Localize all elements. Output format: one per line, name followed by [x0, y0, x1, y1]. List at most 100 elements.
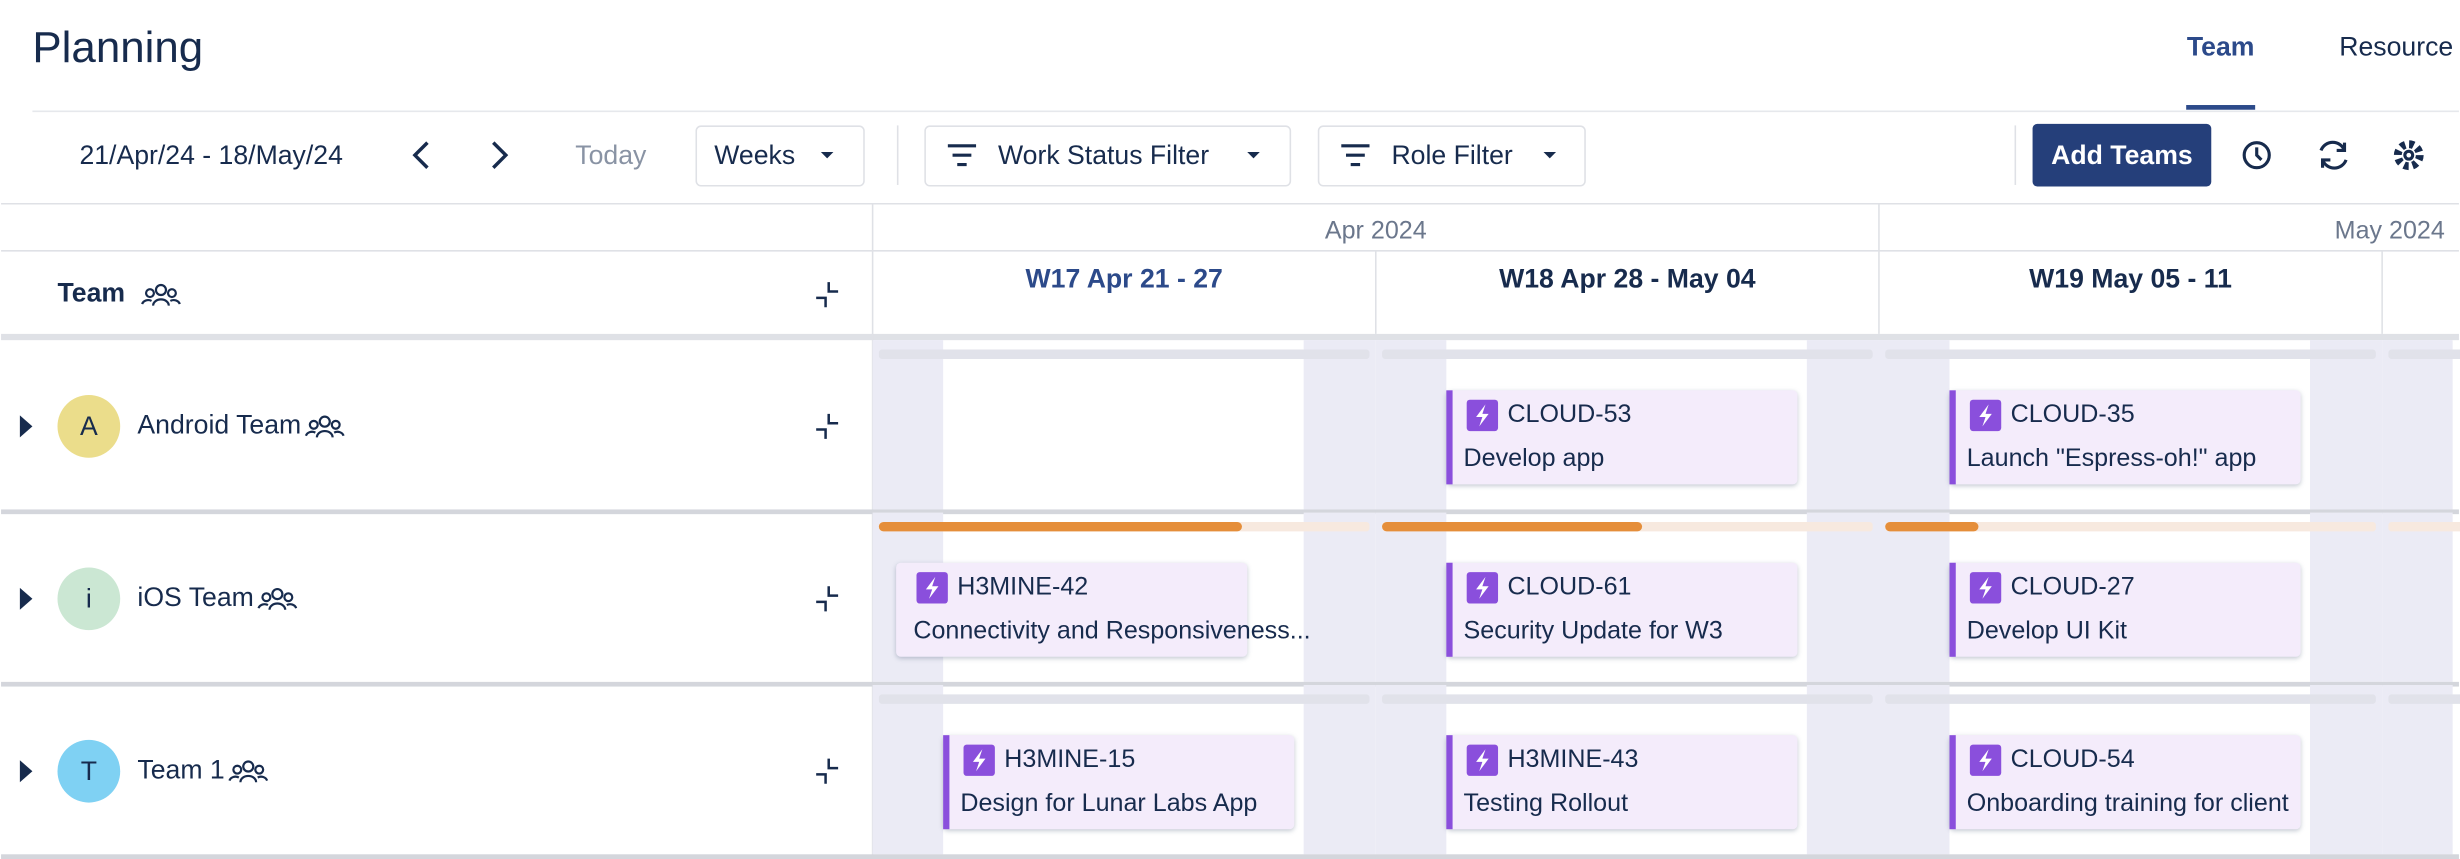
person	[308, 419, 319, 430]
person	[242, 760, 255, 773]
card-key: H3MINE-43	[1507, 745, 1638, 773]
header-bottom-border	[1, 333, 2459, 341]
avatar	[57, 395, 121, 458]
filter-dropdown[interactable]	[924, 125, 1292, 187]
card-accent	[1446, 735, 1453, 830]
filter-icon	[1341, 144, 1370, 167]
caret	[1247, 152, 1260, 159]
card-key: H3MINE-42	[957, 572, 1088, 600]
team-icon	[304, 415, 345, 438]
week-bar	[1885, 349, 2376, 359]
card[interactable]	[1446, 390, 1798, 485]
collapse-icon[interactable]	[816, 282, 839, 308]
week-bar	[1382, 694, 1873, 704]
card-summary: Onboarding training for client	[1967, 789, 2289, 817]
avatar	[57, 739, 121, 803]
tab[interactable]: Resource	[2339, 32, 2453, 62]
week-bar	[878, 694, 1370, 704]
history-icon[interactable]	[2242, 141, 2271, 170]
avatar-initial: T	[81, 756, 97, 786]
expand-toggle[interactable]	[19, 415, 33, 438]
add-teams-button[interactable]	[2032, 123, 2212, 187]
weekend-shade	[1303, 685, 1376, 855]
clock-hand	[2255, 147, 2263, 161]
collapse-icon[interactable]	[816, 758, 839, 784]
weekend-shade	[1878, 340, 1950, 510]
avatar	[57, 567, 121, 631]
person	[330, 419, 341, 430]
card-accent	[1949, 390, 1956, 485]
tab[interactable]: Team	[2187, 32, 2255, 62]
weekend-shade	[1303, 340, 1376, 510]
person	[261, 592, 272, 603]
expand-toggle[interactable]	[19, 587, 33, 610]
week-bar	[1885, 521, 2376, 532]
card[interactable]	[1949, 735, 2301, 830]
team-name: iOS Team	[137, 582, 253, 612]
row-border	[1, 509, 2459, 515]
weekend-shade	[1806, 340, 1879, 510]
team-icon	[257, 587, 298, 610]
card[interactable]	[1446, 562, 1798, 657]
team-icon	[228, 760, 269, 783]
team-name: Android Team	[137, 409, 301, 439]
week-bar	[2388, 521, 2460, 532]
week-bar	[878, 349, 1370, 359]
lightning	[1476, 576, 1489, 599]
row-border	[1, 681, 2459, 687]
date-range: 21/Apr/24 - 18/May/24	[79, 140, 343, 170]
card-summary: Security Update for W3	[1464, 616, 1723, 644]
caret	[1543, 152, 1557, 159]
week-bar	[2388, 349, 2460, 359]
expand-toggle[interactable]	[19, 760, 33, 783]
tab-underline	[2186, 105, 2256, 110]
weekend-shade	[1806, 512, 1879, 682]
refresh-icon[interactable]	[2319, 140, 2348, 170]
lightning	[1979, 576, 1992, 599]
week-bar	[2388, 694, 2460, 704]
next-button[interactable]	[492, 141, 509, 169]
prev-button[interactable]	[412, 141, 429, 169]
person	[254, 764, 265, 775]
collapse-icon[interactable]	[816, 413, 839, 439]
card[interactable]	[1949, 562, 2301, 657]
card[interactable]	[1446, 735, 1798, 830]
collapse-icon[interactable]	[816, 586, 839, 612]
page-title: Planning	[32, 23, 203, 72]
load-bar	[1382, 521, 1643, 532]
person	[283, 592, 294, 603]
view-label: Weeks	[714, 140, 795, 170]
card-key: CLOUD-54	[2011, 745, 2135, 773]
card-key: CLOUD-61	[1507, 572, 1631, 600]
settings-hole	[2403, 149, 2415, 161]
weekend-shade	[2382, 340, 2453, 510]
button-label: Add Teams	[2051, 140, 2193, 170]
filter-dropdown[interactable]	[1317, 125, 1586, 187]
today-button[interactable]: Today	[575, 140, 647, 170]
week-bar	[1382, 349, 1873, 359]
lightning	[925, 576, 939, 599]
view-dropdown[interactable]	[695, 125, 865, 187]
weekend-shade	[2310, 685, 2383, 855]
person	[271, 587, 284, 601]
lightning	[972, 749, 986, 772]
card-summary: Develop UI Kit	[1967, 616, 2127, 644]
weekend-shade	[1806, 685, 1879, 855]
card-accent	[1446, 562, 1453, 657]
card-summary: Launch "Espress-oh!" app	[1967, 444, 2257, 472]
card[interactable]	[896, 562, 1248, 657]
card[interactable]	[1949, 390, 2301, 485]
settings-icon[interactable]	[2393, 140, 2424, 171]
weekend-shade	[1303, 512, 1376, 682]
team-column-header: Team	[57, 278, 125, 308]
filter-label: Work Status Filter	[998, 140, 1209, 170]
month-label: May 2024	[2335, 217, 2445, 245]
load-bar	[878, 521, 1242, 532]
avatar-initial: A	[80, 411, 98, 441]
card-key: CLOUD-35	[2011, 400, 2135, 428]
weekend-shade	[2382, 512, 2453, 682]
lightning	[1476, 749, 1489, 772]
load-bar	[1885, 521, 1979, 532]
card[interactable]	[943, 735, 1295, 830]
